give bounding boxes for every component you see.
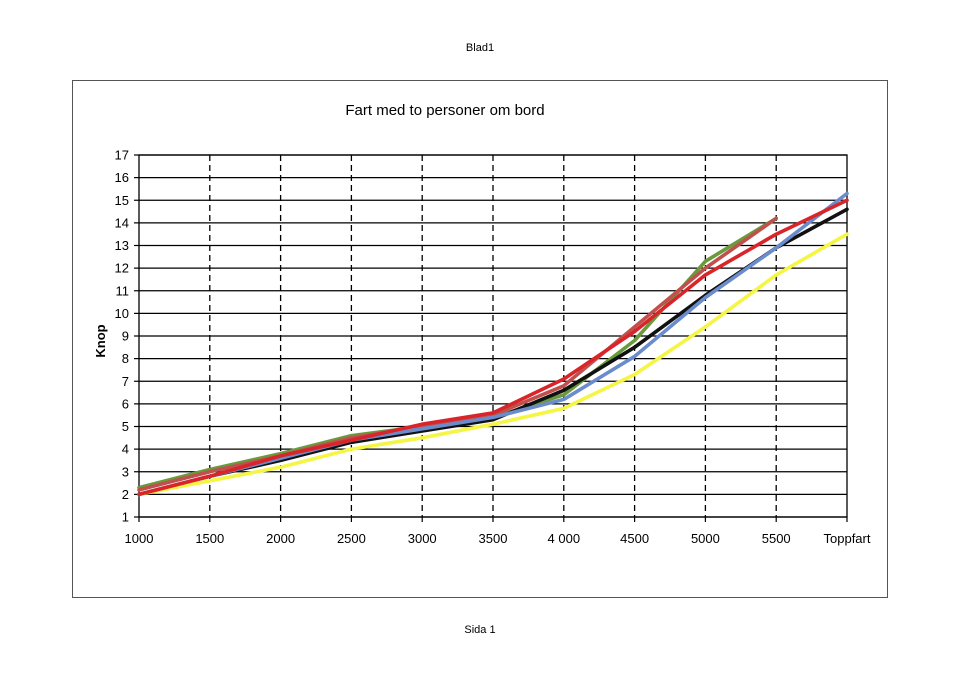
y-tick-label: 8 <box>122 351 129 366</box>
page-header: Blad1 <box>465 42 495 54</box>
y-tick-label: 16 <box>115 170 129 185</box>
series-line-6 <box>137 198 849 497</box>
x-tick-label: Toppfart <box>824 531 871 546</box>
x-tick-label: 2000 <box>266 531 295 546</box>
y-tick-label: 4 <box>122 442 129 457</box>
line-chart: Fart med to personer om bord 12345678910… <box>93 102 871 546</box>
y-tick-label: 1 <box>122 510 129 525</box>
series-line-5 <box>137 232 849 497</box>
x-tick-labels: 1000 1500 2000 2500 3000 3500 4 000 4500 5000 550… <box>125 531 871 546</box>
y-tick-label: 3 <box>122 464 129 479</box>
series-lines <box>137 191 849 497</box>
x-tick-label: 1000 <box>125 531 154 546</box>
y-tick-label: 13 <box>115 238 129 253</box>
x-tick-label: 3000 <box>408 531 437 546</box>
y-tick-label: 6 <box>122 396 129 411</box>
page-footer: Sida 1 <box>464 624 496 636</box>
y-tick-label: 12 <box>115 261 129 276</box>
x-tick-label: 5500 <box>762 531 791 546</box>
y-tick-label: 7 <box>122 374 129 389</box>
y-axis-label: Knop <box>93 324 108 357</box>
x-tick-label: 1500 <box>195 531 224 546</box>
y-tick-label: 5 <box>122 419 129 434</box>
y-tick-label: 10 <box>115 306 129 321</box>
series-line-2 <box>137 216 779 492</box>
x-tick-label: 5000 <box>691 531 720 546</box>
y-tick-label: 14 <box>115 215 129 230</box>
chart-frame: Fart med to personer om bord 1 2 3 4 5 6 7 8 9 10… <box>72 80 888 598</box>
y-tick-label: 17 <box>115 148 129 163</box>
y-tick-label: 2 <box>122 487 129 502</box>
y-tick-label: 15 <box>115 193 129 208</box>
x-tick-label: 4 000 <box>548 531 581 546</box>
series-line-3 <box>137 207 849 497</box>
x-tick-label: 4500 <box>620 531 649 546</box>
chart-title: Fart med to personer om bord <box>345 102 544 119</box>
x-tick-label: 3500 <box>479 531 508 546</box>
series-line-1 <box>137 216 779 490</box>
y-tick-label: 9 <box>122 329 129 344</box>
x-tick-label: 2500 <box>337 531 366 546</box>
grid <box>134 154 848 522</box>
y-tick-label: 11 <box>116 283 130 298</box>
